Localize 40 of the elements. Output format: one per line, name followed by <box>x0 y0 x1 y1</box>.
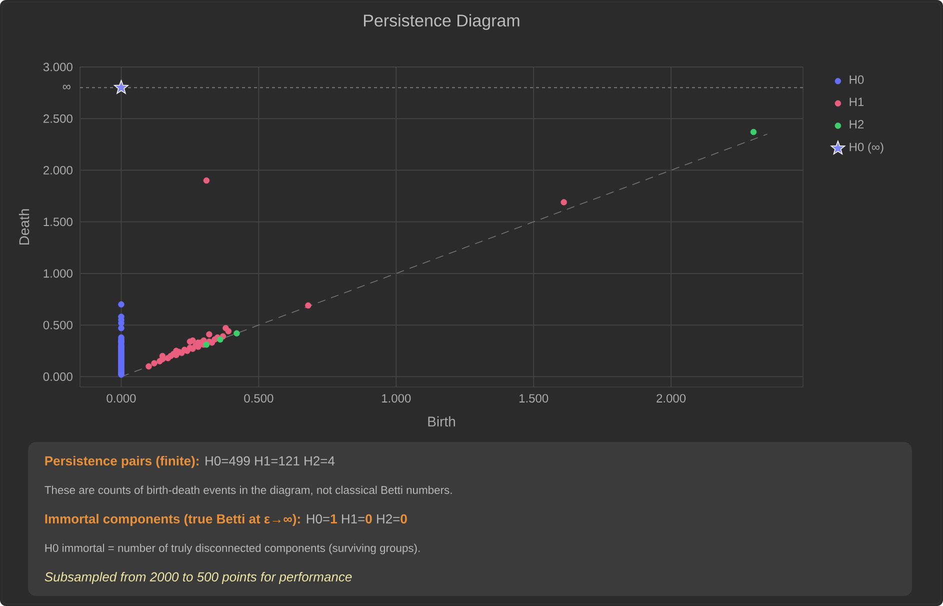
legend-label: H1 <box>850 98 864 106</box>
chart-title: Persistence Diagram <box>364 14 520 30</box>
point <box>560 199 567 206</box>
point <box>234 330 240 336</box>
x-tick-label: 0.000 <box>106 394 136 403</box>
point <box>203 177 210 184</box>
point <box>190 337 196 344</box>
legend-label: H0 (∞) <box>850 142 884 154</box>
text: Immortal components (true Betti at ε→∞): H0=1 H1=0 H2=0 <box>45 514 407 526</box>
point <box>118 301 124 308</box>
point <box>118 325 124 332</box>
y-tick-label: 0.500 <box>43 320 72 330</box>
point <box>203 342 210 348</box>
text: These are counts of birth-death events in the diagram, not classical Betti numbers. <box>44 486 452 496</box>
y-tick-label: 3.000 <box>43 62 72 72</box>
y-tick-label: 1.000 <box>44 269 72 278</box>
legend-label: H2 <box>850 120 864 128</box>
text: H0 immortal = number of truly disconnected components (surviving groups). <box>45 544 420 554</box>
point <box>146 363 152 370</box>
legend-label: H0 <box>850 75 864 84</box>
y-tick-label: 0.000 <box>43 372 72 381</box>
point <box>750 128 757 136</box>
x-tick-label: 2.000 <box>656 394 686 403</box>
point <box>217 336 224 343</box>
x-tick-label: 1.000 <box>382 394 411 403</box>
y-tick-label: 1.500 <box>44 218 72 226</box>
point <box>225 328 232 334</box>
ref-line-label: ∞ <box>62 84 70 90</box>
point <box>305 302 312 309</box>
x-tick-label: 0.500 <box>244 394 274 403</box>
text: Persistence pairs (finite): H0=499 H1=121 H2=4 <box>45 456 335 468</box>
text: Subsampled from 2000 to 500 points for performance <box>44 572 352 584</box>
point <box>114 80 128 94</box>
x-tick-label: 1.500 <box>519 394 548 403</box>
y-axis-title: Death <box>18 209 30 245</box>
y-tick-label: 2.000 <box>44 166 72 174</box>
point <box>206 331 212 338</box>
point <box>151 360 158 366</box>
y-tick-label: 2.500 <box>44 114 72 123</box>
x-axis-title: Birth <box>428 416 455 427</box>
